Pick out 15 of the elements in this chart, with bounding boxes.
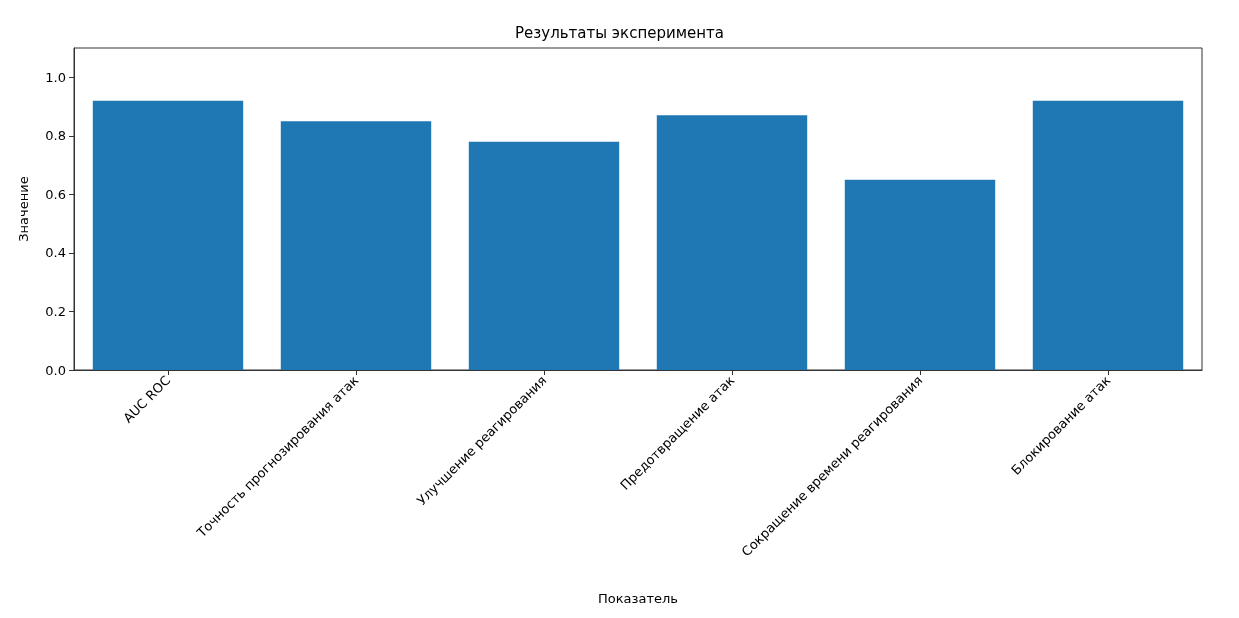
y-axis-title: Значение: [16, 176, 31, 242]
y-tick-label: 0.8: [45, 128, 66, 144]
bar: [656, 115, 808, 370]
bar: [92, 100, 244, 370]
y-tick-label: 0.0: [45, 362, 66, 378]
x-axis-title: Показатель: [598, 591, 678, 606]
bar: [844, 179, 996, 370]
bar: [280, 121, 432, 370]
y-tick-label: 0.6: [45, 186, 66, 202]
bar: [1032, 100, 1184, 370]
y-tick-label: 0.4: [45, 245, 66, 261]
y-tick-label: 0.2: [45, 303, 66, 319]
chart-title: Результаты эксперимента: [515, 23, 724, 42]
y-tick-label: 1.0: [45, 69, 66, 85]
bar: [468, 141, 620, 370]
